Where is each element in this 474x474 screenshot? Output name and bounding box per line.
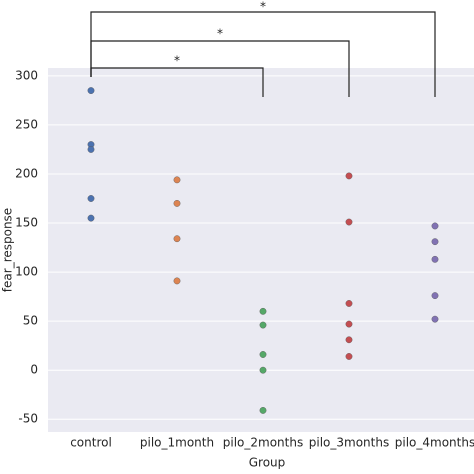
point [345,300,353,307]
y-tick-label: 300 [15,68,38,82]
point [431,255,439,263]
point [259,407,267,414]
point [345,320,353,328]
x-tick-label: control [70,436,112,450]
y-tick-label: 200 [15,166,38,180]
x-tick-label: pilo_3months [309,436,389,450]
y-tick-label: 0 [30,363,38,377]
x-tick-label: pilo_1month [140,436,214,450]
point [259,366,267,374]
significance-label: * [260,0,266,14]
significance-label: * [174,54,180,68]
point [345,353,353,360]
plot-background [48,68,474,432]
point [173,176,181,184]
point [431,238,439,246]
point [431,292,439,300]
x-tick-label: pilo_2months [223,436,303,450]
y-tick-label: 100 [15,265,38,279]
x-tick-label: pilo_4months [395,436,474,450]
point [345,172,353,180]
y-tick-label: -50 [18,412,38,426]
point [87,146,95,153]
point [431,315,439,323]
point [259,321,267,329]
point [173,199,181,207]
y-tick-label: 250 [15,117,38,131]
y-axis-label: fear_response [1,208,15,292]
significance-bracket [90,11,436,97]
point [431,222,439,230]
point [345,336,353,344]
point [87,214,95,222]
y-tick-label: 150 [15,216,38,230]
point [173,277,181,285]
point [345,218,353,226]
point [173,235,181,243]
point [87,87,95,94]
x-axis-label: Group [249,456,286,470]
point [87,195,95,202]
y-tick-label: 50 [23,314,38,328]
grid [48,75,474,420]
significance-label: * [217,27,223,41]
point [259,307,267,315]
point [259,351,267,358]
